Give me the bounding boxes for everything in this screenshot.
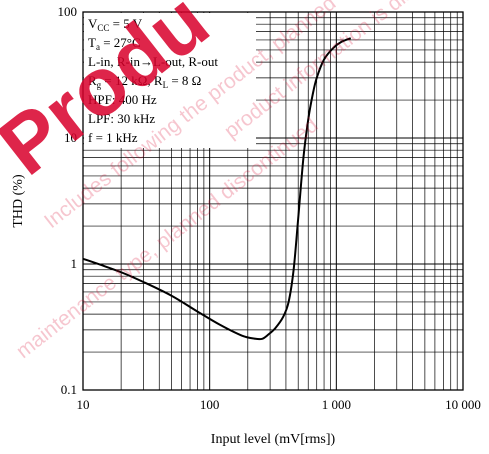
- y-tick-label: 0.1: [61, 382, 77, 397]
- series-curve: [82, 37, 352, 341]
- plot-frame: [82, 11, 464, 391]
- x-tick-label: 1 000: [322, 397, 351, 412]
- x-tick-label: 10: [77, 397, 90, 412]
- condition-line: L-in, R-in→L-out, R-out: [88, 54, 218, 69]
- condition-line: HPF: 400 Hz: [88, 92, 157, 107]
- condition-line: VCC = 5 V: [88, 16, 143, 33]
- condition-line: f = 1 kHz: [88, 130, 138, 145]
- condition-line: Rg = 12 kΩ, RL = 8 Ω: [88, 73, 201, 90]
- tick-labels: 10 100 1 000 10 000 0.1 1 10 100: [58, 4, 481, 412]
- x-axis-label: Input level (mV[rms]): [211, 432, 336, 447]
- conditions-background: [84, 13, 256, 148]
- y-tick-label: 100: [58, 4, 78, 19]
- conditions-box: VCC = 5 V Ta = 27°C L-in, R-in→L-out, R-ou…: [84, 13, 256, 148]
- thd-curve: [82, 37, 352, 341]
- y-axis-label: THD (%): [11, 174, 26, 228]
- x-tick-label: 100: [200, 397, 220, 412]
- condition-line: LPF: 30 kHz: [88, 111, 155, 126]
- x-tick-label: 10 000: [445, 397, 481, 412]
- y-tick-label: 1: [71, 256, 78, 271]
- condition-line: Ta = 27°C: [88, 35, 141, 52]
- y-tick-label: 10: [64, 130, 77, 145]
